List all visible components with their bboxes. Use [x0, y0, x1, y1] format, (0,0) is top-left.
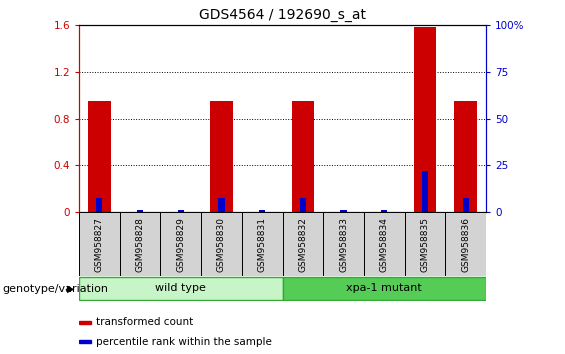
- Text: GSM958829: GSM958829: [176, 217, 185, 272]
- Bar: [323, 212, 364, 276]
- Text: genotype/variation: genotype/variation: [3, 284, 109, 293]
- Bar: [160, 212, 201, 276]
- Bar: [445, 212, 486, 276]
- Text: GSM958834: GSM958834: [380, 217, 389, 272]
- Bar: [79, 341, 92, 343]
- Text: GSM958833: GSM958833: [339, 217, 348, 272]
- Text: GSM958827: GSM958827: [95, 217, 104, 272]
- Bar: [422, 171, 428, 212]
- Bar: [97, 198, 102, 212]
- Bar: [120, 212, 160, 276]
- Bar: [381, 210, 387, 212]
- Bar: [454, 101, 477, 212]
- Text: GSM958830: GSM958830: [217, 217, 226, 272]
- Text: transformed count: transformed count: [96, 318, 193, 327]
- Bar: [79, 212, 120, 276]
- Bar: [242, 212, 282, 276]
- Title: GDS4564 / 192690_s_at: GDS4564 / 192690_s_at: [199, 8, 366, 22]
- Bar: [405, 212, 445, 276]
- Bar: [463, 198, 468, 212]
- Text: GSM958828: GSM958828: [136, 217, 145, 272]
- Text: GSM958831: GSM958831: [258, 217, 267, 272]
- Bar: [292, 101, 314, 212]
- Text: GSM958835: GSM958835: [420, 217, 429, 272]
- Bar: [341, 210, 346, 212]
- Text: xpa-1 mutant: xpa-1 mutant: [346, 283, 422, 293]
- Bar: [79, 278, 282, 299]
- Bar: [137, 210, 143, 212]
- Bar: [201, 212, 242, 276]
- Text: wild type: wild type: [155, 283, 206, 293]
- Text: ▶: ▶: [67, 284, 74, 293]
- Bar: [178, 210, 184, 212]
- Bar: [88, 101, 111, 212]
- Bar: [364, 212, 405, 276]
- Bar: [219, 198, 224, 212]
- Text: percentile rank within the sample: percentile rank within the sample: [96, 337, 272, 347]
- Text: GSM958836: GSM958836: [461, 217, 470, 272]
- Bar: [414, 27, 436, 212]
- Bar: [282, 212, 323, 276]
- Bar: [79, 321, 92, 324]
- Bar: [282, 278, 486, 299]
- Bar: [259, 210, 265, 212]
- Bar: [300, 198, 306, 212]
- Text: GSM958832: GSM958832: [298, 217, 307, 272]
- Bar: [210, 101, 233, 212]
